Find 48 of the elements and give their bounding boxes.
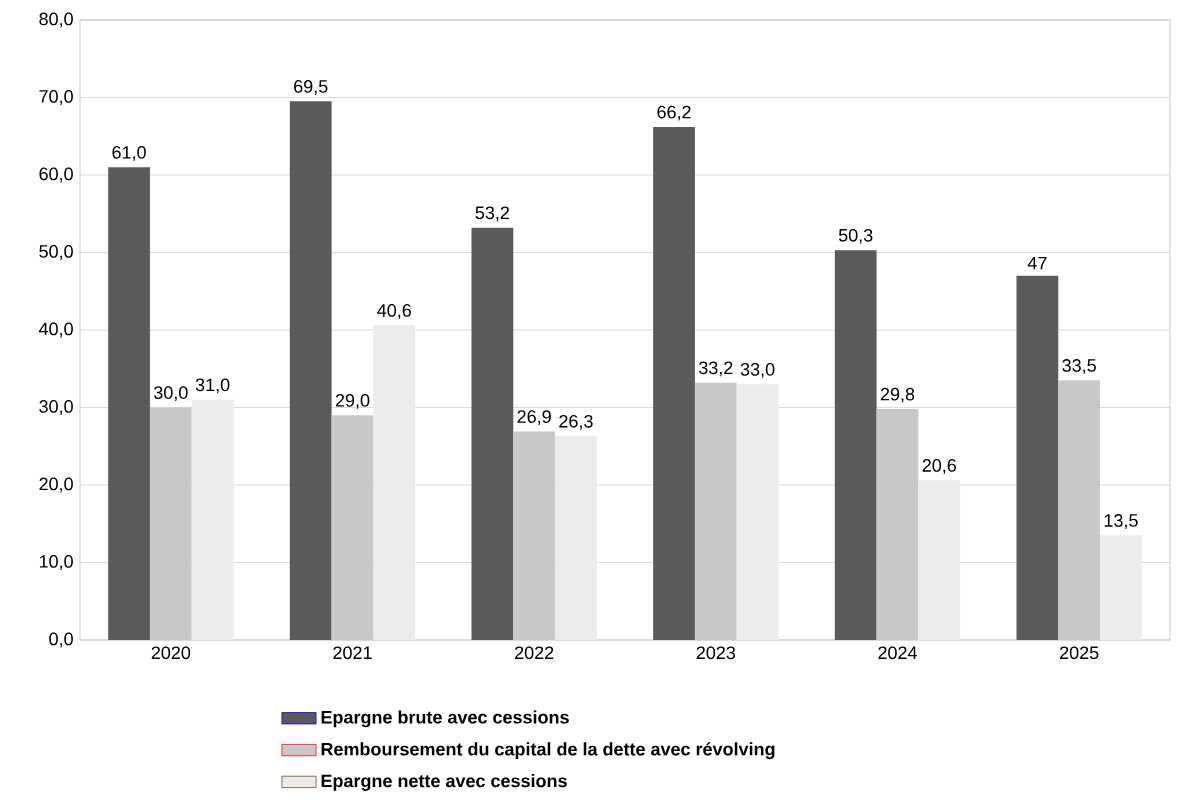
bar: [736, 384, 779, 640]
data-label: 29,8: [880, 387, 915, 403]
bar: [108, 167, 150, 640]
bar: [653, 126, 695, 640]
legend-label: Epargne nette avec cessions: [321, 774, 567, 791]
y-tick-label: 50,0: [39, 245, 73, 260]
data-label: 33,0: [740, 362, 775, 378]
data-label: 50,3: [838, 228, 873, 244]
bar: [1100, 535, 1142, 640]
data-label: 33,5: [1062, 359, 1096, 374]
data-label: 53,2: [475, 206, 509, 222]
x-tick-label: 2023: [696, 646, 736, 660]
bar: [1016, 275, 1059, 640]
data-label: 69,5: [294, 80, 328, 95]
y-tick-label: 80,0: [39, 12, 73, 28]
y-tick-label: 10,0: [39, 555, 73, 570]
data-label: 33,2: [699, 361, 733, 377]
y-tick-label: 30,0: [39, 400, 73, 415]
data-label: 47: [1027, 256, 1047, 270]
data-label: 26,9: [517, 410, 551, 426]
bar: [471, 227, 514, 640]
y-tick-label: 0,0: [49, 632, 73, 648]
bar: [289, 101, 332, 640]
x-tick-label: 2022: [515, 646, 554, 660]
y-tick-label: 40,0: [38, 322, 73, 338]
data-label: 66,2: [657, 105, 691, 121]
legend-label: Epargne brute avec cessions: [321, 710, 569, 728]
x-tick-label: 2020: [151, 646, 191, 660]
bar: [191, 399, 234, 640]
data-label: 29,0: [335, 393, 370, 409]
data-label: 13,5: [1104, 514, 1138, 529]
bar: [834, 250, 877, 640]
bar: [373, 325, 416, 640]
x-tick-label: 2024: [878, 646, 917, 660]
data-label: 20,6: [922, 459, 957, 474]
x-tick-label: 2021: [333, 646, 372, 660]
y-tick-label: 60,0: [39, 167, 73, 183]
bar: [555, 436, 597, 640]
bar: [918, 480, 961, 640]
y-tick-label: 20,0: [39, 477, 73, 493]
data-label: 40,6: [377, 304, 412, 319]
legend-label: Remboursement du capital de la dette avec révolving: [321, 742, 775, 760]
data-label: 30,0: [154, 386, 188, 402]
data-label: 31,0: [195, 378, 230, 394]
data-label: 61,0: [112, 145, 146, 161]
y-tick-label: 70,0: [39, 90, 73, 105]
x-tick-label: 2025: [1060, 646, 1099, 660]
data-label: 26,3: [559, 414, 593, 430]
